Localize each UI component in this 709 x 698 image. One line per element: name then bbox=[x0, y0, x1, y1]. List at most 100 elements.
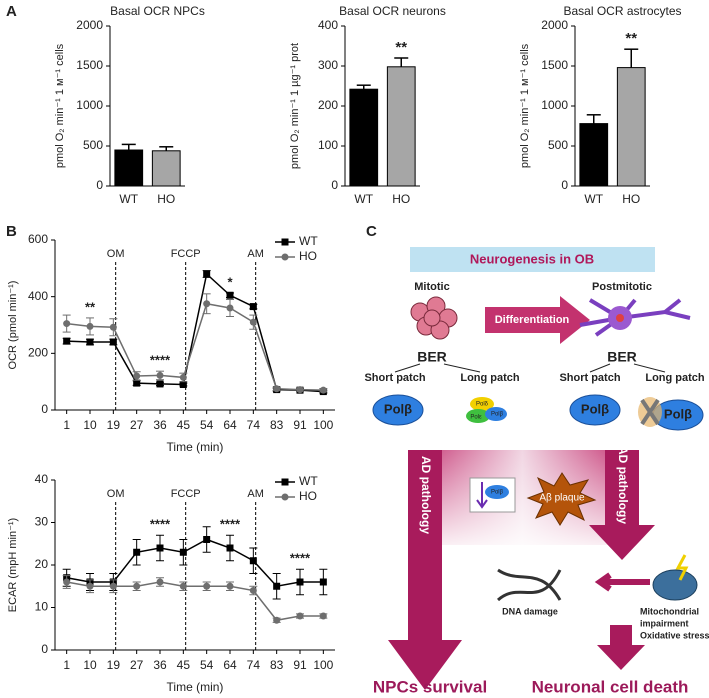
panel-label: A bbox=[6, 3, 17, 20]
label: Postmitotic bbox=[592, 281, 652, 293]
label: Mitochondrial bbox=[640, 606, 699, 616]
marker bbox=[296, 612, 304, 620]
x-tick-label: 45 bbox=[177, 658, 191, 672]
y-tick-label: 400 bbox=[28, 289, 48, 303]
x-tick-label: 19 bbox=[107, 658, 121, 672]
label: BER bbox=[417, 349, 447, 365]
phase-label: AM bbox=[247, 488, 264, 500]
marker bbox=[203, 270, 211, 278]
legend-marker bbox=[281, 238, 289, 246]
label: Polε bbox=[470, 415, 482, 421]
y-tick-label: 1500 bbox=[541, 58, 568, 72]
x-tick-label: 54 bbox=[200, 418, 214, 432]
y-tick-label: 1000 bbox=[76, 98, 103, 112]
marker bbox=[133, 372, 141, 380]
marker bbox=[63, 337, 71, 345]
x-tick-label: 64 bbox=[223, 658, 237, 672]
marker bbox=[86, 582, 94, 590]
marker bbox=[249, 303, 257, 311]
neuron bbox=[579, 298, 691, 337]
arrow bbox=[485, 296, 590, 344]
label: Long patch bbox=[460, 372, 520, 384]
x-tick-label: HO bbox=[392, 192, 410, 206]
marker bbox=[226, 291, 234, 299]
x-tick-label: 10 bbox=[83, 418, 97, 432]
marker bbox=[133, 582, 141, 590]
marker bbox=[86, 338, 94, 346]
x-tick-label: 83 bbox=[270, 418, 284, 432]
label: impairment bbox=[640, 618, 689, 628]
label: Polβ bbox=[664, 406, 692, 421]
legend-marker bbox=[281, 253, 289, 261]
marker bbox=[133, 379, 141, 387]
y-tick-label: 0 bbox=[561, 178, 568, 192]
x-tick-label: 100 bbox=[313, 658, 333, 672]
marker bbox=[179, 373, 187, 381]
label: AD pathology bbox=[419, 456, 433, 534]
diagram: Neurogenesis in OB Mitotic Differentiati… bbox=[364, 247, 709, 696]
y-tick-label: 100 bbox=[318, 138, 338, 152]
x-tick-label: WT bbox=[584, 192, 603, 206]
phase-label: AM bbox=[247, 248, 264, 260]
legend-label: HO bbox=[299, 489, 317, 503]
x-tick-label: 36 bbox=[153, 418, 167, 432]
outcome: NPCs survival bbox=[373, 677, 487, 696]
phase-label: FCCP bbox=[171, 488, 201, 500]
pol-epsilon bbox=[466, 409, 490, 423]
chart-title: Basal OCR astrocytes bbox=[563, 4, 681, 18]
y-tick-label: 1000 bbox=[541, 98, 568, 112]
y-tick-label: 300 bbox=[318, 58, 338, 72]
bar bbox=[386, 66, 416, 187]
significance: **** bbox=[290, 551, 311, 566]
bar bbox=[579, 123, 609, 187]
bar bbox=[349, 88, 379, 187]
pol-beta bbox=[485, 485, 509, 499]
y-tick-label: 20 bbox=[35, 557, 49, 571]
panel-label: B bbox=[6, 223, 17, 240]
series-line bbox=[66, 302, 324, 391]
marker bbox=[156, 380, 164, 388]
marker bbox=[203, 300, 211, 308]
x-axis-label: Time (min) bbox=[167, 440, 224, 454]
marker bbox=[319, 612, 327, 620]
label: Long patch bbox=[645, 372, 705, 384]
x-tick-label: 27 bbox=[130, 658, 144, 672]
x-tick-label: 1 bbox=[63, 418, 70, 432]
x-tick-label: 64 bbox=[223, 418, 237, 432]
marker bbox=[203, 582, 211, 590]
x-tick-label: 83 bbox=[270, 658, 284, 672]
significance: **** bbox=[150, 353, 171, 368]
x-tick-label: 100 bbox=[313, 418, 333, 432]
marker bbox=[133, 548, 141, 556]
x-axis-label: Time (min) bbox=[167, 680, 224, 694]
marker bbox=[249, 587, 257, 594]
marker bbox=[86, 322, 94, 330]
marker bbox=[109, 582, 117, 590]
pol-beta bbox=[372, 394, 424, 426]
dna bbox=[496, 568, 562, 602]
series-line bbox=[66, 581, 324, 622]
marker bbox=[273, 616, 281, 624]
label: Aβ plaque bbox=[539, 493, 585, 504]
y-tick-label: 500 bbox=[83, 138, 103, 152]
x-tick-label: 19 bbox=[107, 418, 121, 432]
nucleus bbox=[616, 314, 624, 322]
pol-beta bbox=[485, 407, 507, 421]
marker bbox=[63, 320, 71, 328]
arrow bbox=[589, 450, 655, 560]
series-line bbox=[66, 272, 324, 393]
x-tick-label: 27 bbox=[130, 418, 144, 432]
marker bbox=[179, 582, 187, 590]
arrow bbox=[597, 625, 645, 670]
x-tick-label: 45 bbox=[177, 418, 191, 432]
marker bbox=[156, 371, 164, 379]
y-tick-label: 10 bbox=[35, 600, 49, 614]
significance: ** bbox=[625, 30, 637, 47]
series-line bbox=[66, 538, 324, 588]
x-tick-label: 54 bbox=[200, 658, 214, 672]
marker bbox=[179, 548, 187, 556]
marker bbox=[63, 578, 71, 586]
marker bbox=[249, 318, 257, 326]
x-tick-label: HO bbox=[622, 192, 640, 206]
cross bbox=[640, 398, 660, 426]
